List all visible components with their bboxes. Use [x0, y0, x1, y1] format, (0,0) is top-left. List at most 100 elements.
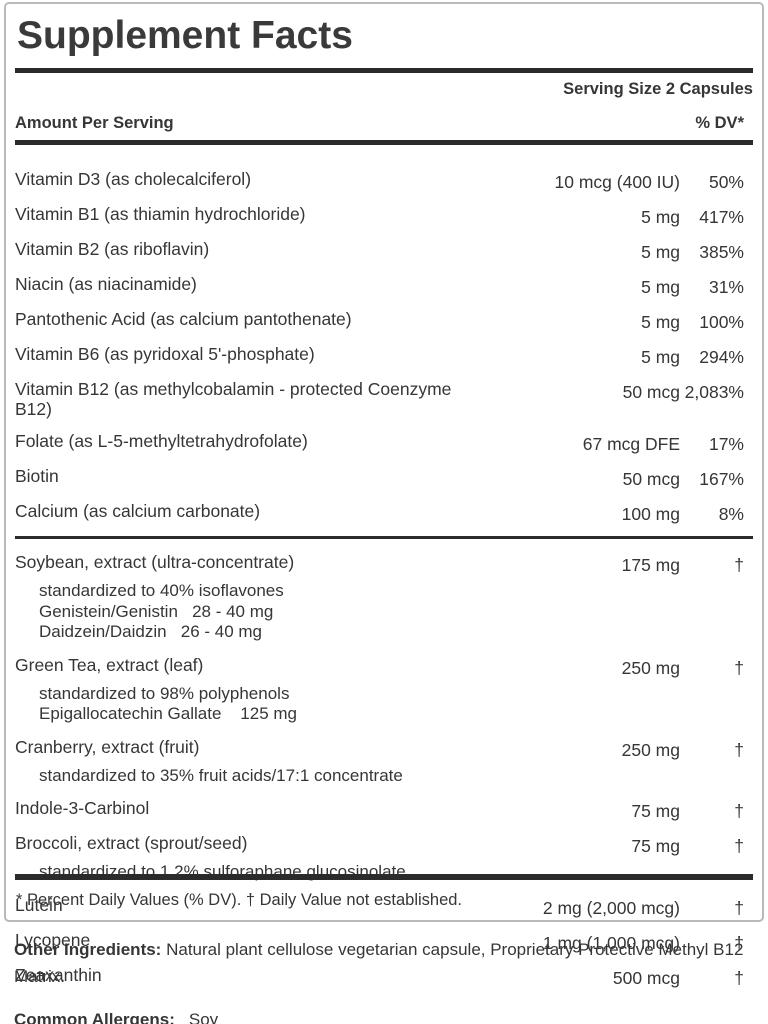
other-ingredients: Other Ingredients: Natural plant cellulo… [14, 936, 756, 990]
other-ingredients-text: Natural plant cellulose vegetarian capsu… [14, 940, 744, 986]
divider-thick-bottom [15, 874, 753, 880]
nutrient-row: Zeaxanthin 500 mcg † [15, 965, 753, 988]
supplement-facts-panel: Supplement Facts Serving Size 2 Capsules… [4, 2, 764, 988]
nutrient-name: Folate (as L-5-methyltetrahydrofolate) [15, 431, 308, 451]
nutrient-dv: 417% [699, 207, 744, 227]
nutrient-dv: 100% [699, 312, 744, 332]
nutrient-amount: 10 mcg (400 IU) [554, 172, 680, 192]
nutrient-row: Pantothenic Acid (as calcium pantothenat… [15, 309, 753, 332]
amount-per-serving-header: Amount Per Serving [15, 114, 174, 132]
divider-under-header [15, 140, 753, 145]
common-allergens-text: Soy [188, 1010, 219, 1024]
nutrient-dv: 294% [699, 347, 744, 367]
nutrient-amount: 250 mg [621, 739, 680, 760]
sub-ingredient: standardized to 98% polyphenols [39, 683, 290, 703]
panel-title: Supplement Facts [17, 14, 353, 57]
nutrient-row: Vitamin B12 (as methylcobalamin - protec… [15, 379, 753, 419]
nutrient-row: Lycopene 1 mg (1,000 mcg) † [15, 930, 753, 953]
nutrient-dv: 8% [718, 504, 744, 524]
nutrient-name: Broccoli, extract (sprout/seed) [15, 833, 248, 853]
vitamin-mineral-rows: Vitamin D3 (as cholecalciferol) 10 mcg (4… [15, 169, 753, 524]
sub-ingredient-group: standardized to 35% fruit acids/17:1 con… [15, 766, 753, 787]
nutrient-name: Vitamin B2 (as riboflavin) [15, 239, 210, 259]
nutrient-row: Vitamin B2 (as riboflavin) 5 mg 385% [15, 239, 753, 262]
nutrient-dv: † [734, 801, 744, 821]
dv-footnote: * Percent Daily Values (% DV). † Daily V… [16, 891, 463, 909]
nutrient-amount: 250 mg [621, 657, 680, 678]
nutrient-dv: † [734, 836, 744, 856]
nutrient-dv: 31% [708, 277, 744, 297]
sub-ingredient: Epigallocatechin Gallate 125 mg [39, 704, 297, 723]
sub-ingredient-group: standardized to 98% polyphenols Epigalloc… [15, 684, 753, 725]
nutrient-rows-section: Vitamin D3 (as cholecalciferol) 10 mcg (4… [15, 169, 753, 988]
nutrient-amount: 75 mg [631, 836, 680, 856]
nutrient-dv: † [734, 897, 744, 918]
nutrient-row: Calcium (as calcium carbonate) 100 mg 8% [15, 501, 753, 524]
nutrient-row: Biotin 50 mcg 167% [15, 466, 753, 489]
nutrient-amount: 2 mg (2,000 mcg) [542, 897, 680, 918]
nutrient-amount: 5 mg [641, 242, 680, 262]
nutrient-row: Cranberry, extract (fruit) 250 mg † [15, 737, 753, 760]
divider-thick-top [15, 68, 753, 73]
nutrient-row: Broccoli, extract (sprout/seed) 75 mg † [15, 833, 753, 856]
nutrient-name: Niacin (as niacinamide) [15, 274, 197, 294]
nutrient-row: Soybean, extract (ultra-concentrate) 175 … [15, 552, 753, 575]
nutrient-name: Biotin [15, 466, 59, 486]
serving-size: Serving Size 2 Capsules [563, 80, 753, 98]
other-ingredients-label: Other Ingredients: [14, 940, 162, 959]
nutrient-row: Vitamin B6 (as pyridoxal 5'-phosphate) 5 … [15, 344, 753, 367]
common-allergens: Common Allergens: Soy [14, 1006, 756, 1024]
nutrient-name: Indole-3-Carbinol [15, 798, 150, 818]
nutrient-amount: 5 mg [641, 312, 680, 332]
column-header-row: Amount Per Serving % DV* [15, 114, 753, 133]
nutrient-name: Lycopene [15, 929, 91, 950]
panel-footer: * Percent Daily Values (% DV). † Daily V… [15, 874, 753, 913]
nutrient-name: Zeaxanthin [15, 964, 102, 985]
nutrient-name: Green Tea, extract (leaf) [15, 654, 204, 675]
nutrient-name: Vitamin B12 (as methylcobalamin - protec… [15, 379, 452, 419]
nutrient-name: Vitamin B6 (as pyridoxal 5'-phosphate) [15, 344, 315, 364]
nutrient-row: Vitamin B1 (as thiamin hydrochloride) 5 m… [15, 204, 753, 227]
sub-ingredient: standardized to 40% isoflavones [39, 581, 284, 600]
nutrient-row: Folate (as L-5-methyltetrahydrofolate) 67… [15, 431, 753, 454]
sub-ingredient-group: standardized to 40% isoflavones Genistein… [15, 581, 753, 643]
nutrient-name: Lutein [15, 894, 63, 915]
nutrient-row: Niacin (as niacinamide) 5 mg 31% [15, 274, 753, 297]
nutrient-amount: 100 mg [621, 504, 680, 524]
nutrient-dv: † [734, 932, 744, 953]
nutrient-name: Soybean, extract (ultra-concentrate) [15, 552, 295, 572]
nutrient-amount: 175 mg [621, 555, 680, 575]
nutrient-amount: 5 mg [641, 277, 680, 297]
nutrient-amount: 5 mg [641, 207, 680, 227]
divider-mid [15, 536, 753, 539]
nutrient-name: Calcium (as calcium carbonate) [15, 501, 261, 521]
nutrient-dv: † [734, 657, 744, 678]
sub-ingredient: Daidzein/Daidzin 26 - 40 mg [39, 622, 263, 641]
nutrient-name: Vitamin D3 (as cholecalciferol) [15, 169, 252, 189]
nutrient-dv: 385% [699, 242, 744, 262]
nutrient-dv: † [734, 739, 744, 760]
nutrient-name: Vitamin B1 (as thiamin hydrochloride) [15, 204, 306, 224]
nutrient-dv: † [734, 967, 744, 988]
nutrient-row: Lutein 2 mg (2,000 mcg) † [15, 895, 753, 918]
nutrient-amount: 67 mcg DFE [582, 434, 680, 454]
nutrient-amount: 500 mcg [612, 967, 680, 988]
nutrient-row: Green Tea, extract (leaf) 250 mg † [15, 655, 753, 678]
below-panel-text: Other Ingredients: Natural plant cellulo… [14, 936, 756, 1024]
botanical-rows: Soybean, extract (ultra-concentrate) 175 … [15, 552, 753, 988]
common-allergens-label: Common Allergens: [14, 1010, 175, 1024]
nutrient-name: Cranberry, extract (fruit) [15, 736, 200, 757]
sub-ingredient: Genistein/Genistin 28 - 40 mg [39, 601, 274, 621]
nutrient-row: Vitamin D3 (as cholecalciferol) 10 mcg (4… [15, 169, 753, 192]
nutrient-dv: † [734, 555, 744, 575]
nutrient-dv: 50% [708, 172, 744, 192]
nutrient-amount: 1 mg (1,000 mcg) [542, 932, 680, 953]
nutrient-amount: 50 mcg [622, 469, 680, 489]
nutrient-dv: 2,083% [684, 382, 744, 402]
nutrient-dv: 167% [699, 469, 744, 489]
percent-dv-header: % DV* [695, 114, 744, 132]
nutrient-amount: 50 mcg [622, 382, 680, 402]
sub-ingredient: standardized to 35% fruit acids/17:1 con… [39, 765, 403, 785]
nutrient-row: Indole-3-Carbinol 75 mg † [15, 798, 753, 821]
nutrient-amount: 5 mg [641, 347, 680, 367]
